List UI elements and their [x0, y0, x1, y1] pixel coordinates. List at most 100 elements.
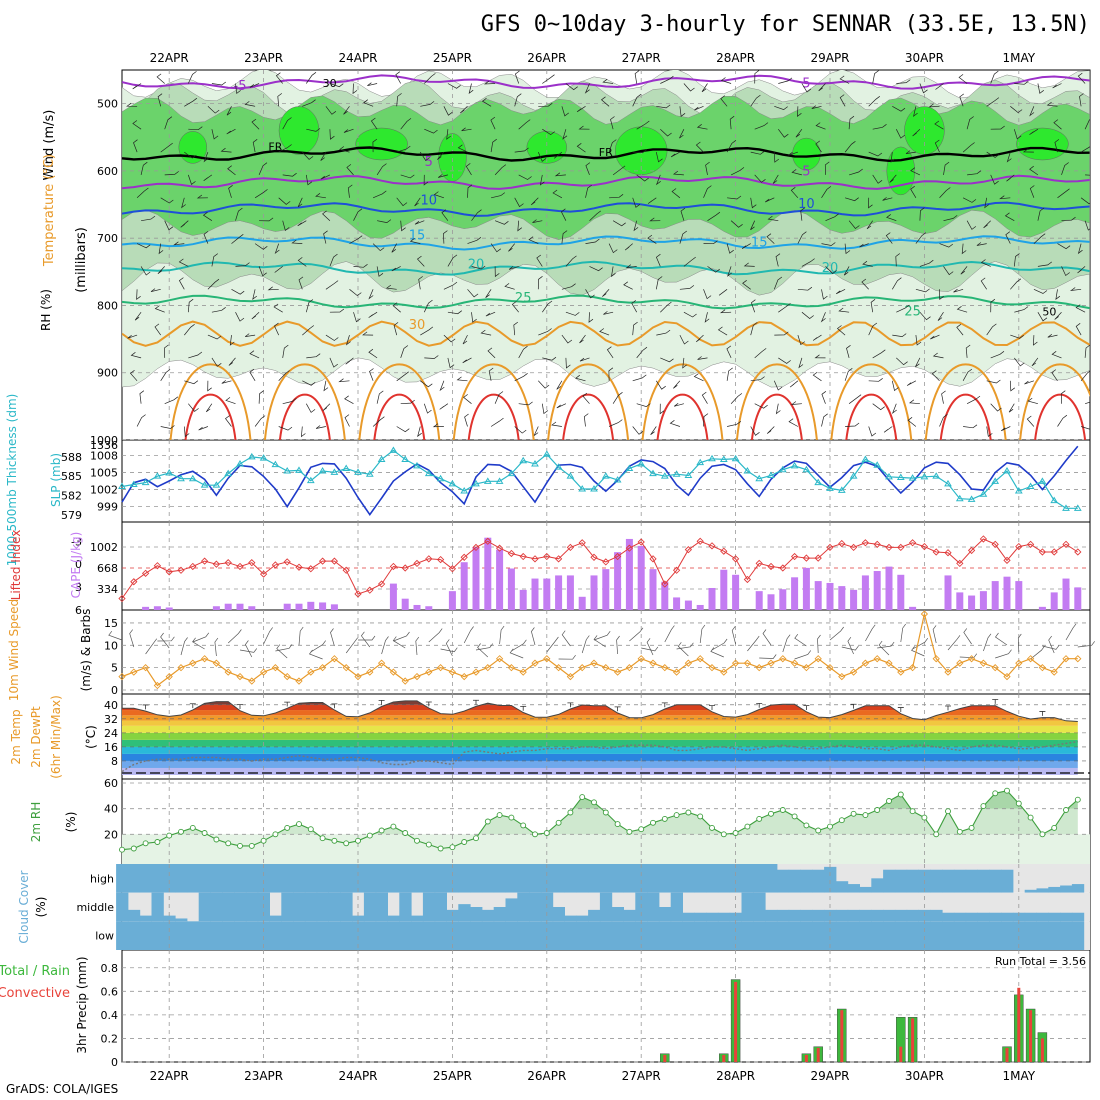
upper-wind-barb — [907, 417, 917, 427]
wind10m-point — [1026, 655, 1035, 663]
upper-wind-barb — [939, 187, 951, 199]
upper-wind-barb — [211, 129, 219, 140]
upper-wind-barb — [750, 322, 758, 336]
upper-wind-barb — [139, 390, 145, 404]
wind10m-point — [590, 659, 598, 667]
thickness-point — [660, 472, 669, 479]
upper-wind-barb — [297, 257, 307, 267]
upper-wind-barb — [660, 128, 672, 137]
cloud-low-bar — [894, 921, 908, 950]
wind10m-point — [1015, 659, 1023, 667]
cloud-low-bar — [458, 921, 471, 950]
upper-wind-barb — [538, 328, 552, 336]
upper-wind-barb — [600, 96, 610, 107]
lifted-index-point — [330, 557, 339, 565]
upper-wind-barb — [603, 311, 614, 315]
upper-wind-barb — [774, 105, 788, 110]
upper-wind-barb — [368, 311, 378, 318]
pressure-tick-label: 600 — [97, 165, 118, 178]
rh2m-point — [260, 837, 267, 844]
upper-wind-barb — [395, 71, 402, 84]
upper-wind-barb — [579, 357, 590, 362]
thickness-point — [1038, 477, 1047, 484]
cloud-high-bar — [1036, 888, 1049, 893]
date-label-top: 24APR — [338, 51, 377, 65]
precip-convective-bar — [840, 1010, 844, 1062]
cloud-low-bar — [1001, 921, 1014, 950]
wind10m-point — [967, 655, 976, 663]
thickness-point — [295, 466, 303, 473]
rh2m-point — [685, 809, 692, 816]
date-label-bottom: 22APR — [150, 1069, 189, 1083]
upper-wind-barb — [726, 243, 734, 254]
upper-wind-barb — [656, 329, 671, 336]
lifted-index-point — [283, 558, 291, 566]
upper-wind-barb — [896, 79, 911, 84]
cloud-middle-bar — [800, 909, 813, 922]
upper-wind-barb — [632, 374, 647, 382]
upper-wind-barb — [322, 403, 331, 411]
precip-convective-bar — [1040, 1038, 1044, 1062]
cloud-high-bar — [540, 864, 554, 893]
cloud-low-bar — [883, 921, 896, 950]
cloud-middle-bar — [611, 907, 624, 922]
thickness-point — [991, 477, 1000, 484]
upper-wind-barb — [1051, 351, 1062, 359]
cloud-middle-bar — [493, 907, 506, 922]
upper-wind-barb — [919, 311, 931, 321]
isotherm-35-loop — [939, 393, 992, 440]
upper-wind-barb — [220, 147, 232, 153]
temp-max-whisker — [284, 701, 291, 707]
wind10m-point — [885, 659, 893, 667]
upper-wind-barb — [815, 140, 822, 153]
upper-wind-barb — [773, 276, 783, 290]
upper-wind-barb — [542, 300, 553, 313]
upper-wind-barb — [345, 357, 354, 365]
cape-bar — [897, 574, 905, 610]
cloud-middle-bar — [658, 907, 672, 922]
upper-wind-barb — [868, 378, 883, 382]
cloud-middle-bar — [576, 915, 589, 922]
temp-max-whisker — [614, 706, 621, 712]
thickness-tick-label: 585 — [61, 470, 82, 483]
wind10m-point — [755, 664, 763, 672]
upper-wind-barb — [606, 346, 614, 359]
cloud-middle-bar — [529, 892, 542, 922]
precip-tick-label: 0.4 — [101, 1009, 119, 1022]
upper-wind-barb — [1052, 83, 1062, 89]
cloud-high-bar — [434, 864, 447, 893]
cloud-middle-bar — [269, 915, 282, 922]
cape-bar — [319, 602, 327, 610]
upper-wind-barb — [791, 169, 802, 176]
rh2m-point — [178, 828, 184, 835]
rh2m-point — [473, 835, 479, 842]
wind-tick-label: 0 — [111, 684, 118, 697]
cloud-middle-bar — [198, 892, 211, 922]
thickness-point — [495, 477, 504, 484]
rh2m-point — [1027, 814, 1034, 821]
upper-wind-barb — [400, 118, 412, 130]
temp-max-whisker — [709, 705, 715, 711]
upper-wind-barb — [754, 122, 769, 130]
isotherm-label: 10 — [421, 194, 438, 209]
cloud-low-bar — [175, 921, 188, 950]
lifted-index-point — [413, 559, 421, 568]
upper-wind-barb — [417, 426, 422, 438]
rh2m-point — [284, 824, 291, 831]
rh2m-point — [567, 809, 574, 816]
cape-bar — [1015, 581, 1023, 610]
thickness-point — [1026, 482, 1035, 489]
upper-wind-barb — [632, 321, 638, 336]
lifted-index-point — [141, 569, 150, 577]
rh2m-point — [378, 827, 385, 834]
cloud-high-bar — [741, 864, 754, 893]
rh2m-line — [121, 790, 1079, 851]
wind10m-point — [295, 677, 303, 685]
cape-bar — [248, 606, 256, 610]
cape-bar — [661, 581, 669, 610]
lifted-index-point — [826, 543, 834, 552]
upper-wind-barb — [1024, 380, 1035, 385]
temp-band — [122, 760, 1078, 768]
